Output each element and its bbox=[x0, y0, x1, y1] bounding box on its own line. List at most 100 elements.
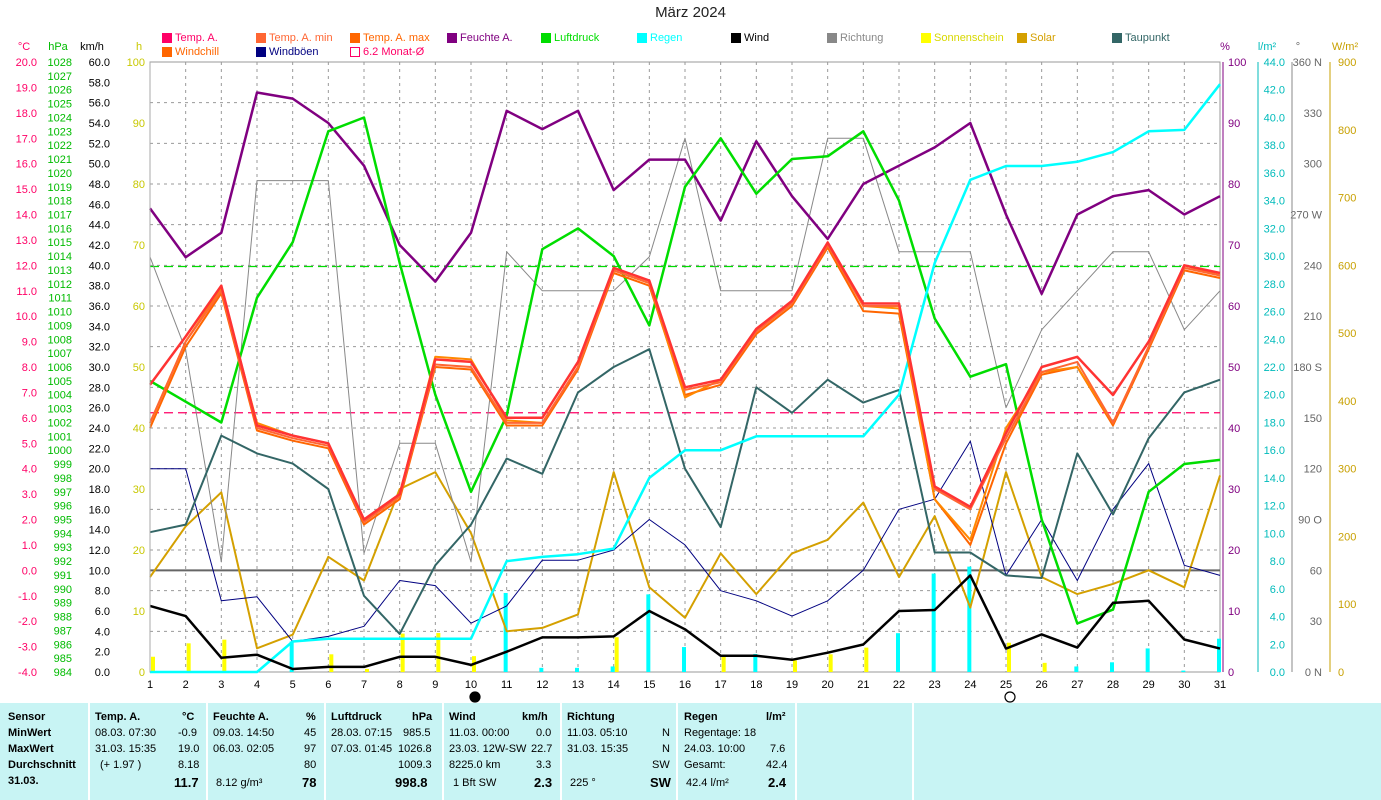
y-tick-temp: 12.0 bbox=[16, 260, 37, 272]
x-tick-label: 26 bbox=[1036, 679, 1048, 691]
legend-label: Regen bbox=[650, 32, 683, 44]
y-tick-solar: 200 bbox=[1338, 531, 1356, 543]
x-tick-label: 19 bbox=[786, 679, 798, 691]
y-tick-pressure: 1025 bbox=[48, 99, 72, 111]
stats-panel: Sensor MinWert MaxWert Durchschnitt 31.0… bbox=[0, 703, 1381, 800]
legend-label: Solar bbox=[1030, 32, 1056, 44]
legend-item: Windchill bbox=[162, 46, 219, 58]
stats-temp-today: 11.7 bbox=[174, 775, 199, 790]
legend-item: Regen bbox=[637, 32, 682, 44]
y-tick-wind: 54.0 bbox=[89, 118, 110, 130]
x-tick-label: 17 bbox=[715, 679, 727, 691]
stats-wind-unit: km/h bbox=[522, 711, 548, 723]
y-tick-pressure: 997 bbox=[54, 487, 72, 499]
y-tick-rain: 24.0 bbox=[1264, 334, 1285, 346]
bar-sonnenschein bbox=[614, 637, 619, 672]
y-tick-sunshine_h: 30 bbox=[133, 484, 145, 496]
stats-rain-total-label: Gesamt: bbox=[684, 759, 726, 771]
legend-item: Solar bbox=[1017, 32, 1056, 44]
y-tick-wind: 0.0 bbox=[95, 667, 110, 679]
axis-label-solar: W/m² bbox=[1332, 41, 1359, 53]
legend-label: Luftdruck bbox=[554, 32, 600, 44]
y-tick-sunshine_h: 100 bbox=[127, 57, 145, 69]
stats-press-max: 1026.8 bbox=[398, 743, 432, 755]
stats-press-avg: 1009.3 bbox=[398, 759, 432, 771]
y-tick-direction: 330 bbox=[1304, 108, 1322, 120]
legend-swatch bbox=[350, 47, 360, 57]
y-tick-wind: 12.0 bbox=[89, 545, 110, 557]
y-tick-wind: 38.0 bbox=[89, 281, 110, 293]
stats-dir-today: SW bbox=[650, 775, 671, 790]
stats-temp-max: 19.0 bbox=[178, 743, 200, 755]
x-tick-label: 4 bbox=[254, 679, 260, 691]
stats-wind-today: 2.3 bbox=[534, 775, 553, 790]
axis-label-sunshine_h: h bbox=[136, 41, 142, 53]
y-tick-pressure: 1004 bbox=[48, 390, 72, 402]
legend-label: Temp. A. bbox=[175, 32, 218, 44]
y-tick-direction: 360 N bbox=[1293, 57, 1322, 69]
y-tick-sunshine_h: 60 bbox=[133, 301, 145, 313]
y-tick-pressure: 990 bbox=[54, 584, 72, 596]
y-tick-temp: 3.0 bbox=[22, 489, 37, 501]
y-tick-wind: 40.0 bbox=[89, 260, 110, 272]
stats-temp-min: -0.9 bbox=[178, 727, 197, 739]
y-tick-rain: 26.0 bbox=[1264, 307, 1285, 319]
series-line-feuchte-a- bbox=[148, 91, 1221, 296]
y-tick-wind: 14.0 bbox=[89, 525, 110, 537]
y-tick-rain: 0.0 bbox=[1270, 667, 1285, 679]
y-tick-direction: 240 bbox=[1304, 260, 1322, 272]
y-tick-temp: 4.0 bbox=[22, 464, 37, 476]
bar-sonnenschein bbox=[365, 668, 369, 672]
y-tick-pressure: 1017 bbox=[48, 210, 72, 222]
legend-swatch bbox=[827, 33, 837, 43]
bar-regen-t-glich bbox=[575, 667, 579, 672]
y-tick-temp: 7.0 bbox=[22, 387, 37, 399]
y-tick-humidity: 50 bbox=[1228, 362, 1240, 374]
stats-wind-max-time: 23.03. 12W-SW bbox=[449, 743, 527, 755]
bar-regen-t-glich bbox=[1074, 666, 1079, 672]
y-tick-pressure: 1026 bbox=[48, 85, 72, 97]
legend-swatch bbox=[1112, 33, 1122, 43]
legend-item: Temp. A. bbox=[162, 32, 218, 44]
y-tick-pressure: 1024 bbox=[48, 112, 72, 124]
y-tick-pressure: 1022 bbox=[48, 140, 72, 152]
y-tick-pressure: 988 bbox=[54, 612, 72, 624]
y-tick-direction: 270 W bbox=[1290, 210, 1322, 222]
x-tick-label: 20 bbox=[822, 679, 834, 691]
legend-item: Windböen bbox=[256, 46, 319, 58]
legend-swatch bbox=[921, 33, 931, 43]
y-tick-rain: 16.0 bbox=[1264, 445, 1285, 457]
y-tick-pressure: 1001 bbox=[48, 431, 72, 443]
stats-temp-unit: °C bbox=[182, 711, 195, 723]
bar-sonnenschein bbox=[793, 660, 797, 672]
bar-sonnenschein bbox=[828, 654, 833, 672]
stats-dir-max-time: 31.03. 15:35 bbox=[567, 743, 629, 755]
y-tick-sunshine_h: 0 bbox=[139, 667, 145, 679]
bar-sonnenschein bbox=[151, 656, 155, 672]
stats-wind-today-bft: 1 Bft SW bbox=[453, 777, 497, 789]
y-tick-rain: 14.0 bbox=[1264, 473, 1285, 485]
stats-rain-unit: l/m² bbox=[766, 711, 786, 723]
y-tick-wind: 22.0 bbox=[89, 443, 110, 455]
legend-swatch bbox=[350, 33, 360, 43]
y-tick-wind: 32.0 bbox=[89, 342, 110, 354]
y-tick-pressure: 1015 bbox=[48, 237, 72, 249]
stats-hum-today-note: 8.12 g/m³ bbox=[216, 777, 263, 789]
stats-rain-days: Regentage: 18 bbox=[684, 727, 757, 739]
legend-item: Temp. A. min bbox=[256, 32, 333, 44]
x-tick-label: 30 bbox=[1178, 679, 1190, 691]
x-tick-label: 16 bbox=[679, 679, 691, 691]
y-tick-wind: 10.0 bbox=[89, 565, 110, 577]
y-tick-solar: 500 bbox=[1338, 328, 1356, 340]
legend-label: Richtung bbox=[840, 32, 884, 44]
y-tick-rain: 40.0 bbox=[1264, 112, 1285, 124]
stats-hum-avg: 80 bbox=[304, 759, 317, 771]
y-tick-wind: 4.0 bbox=[95, 626, 110, 638]
y-tick-pressure: 991 bbox=[54, 570, 72, 582]
stats-temp-header: Temp. A. bbox=[95, 711, 141, 723]
y-tick-direction: 300 bbox=[1304, 159, 1322, 171]
y-tick-pressure: 1011 bbox=[48, 293, 72, 305]
y-tick-rain: 36.0 bbox=[1264, 168, 1285, 180]
y-tick-pressure: 993 bbox=[54, 542, 72, 554]
stats-wind-max: 22.7 bbox=[531, 743, 553, 755]
